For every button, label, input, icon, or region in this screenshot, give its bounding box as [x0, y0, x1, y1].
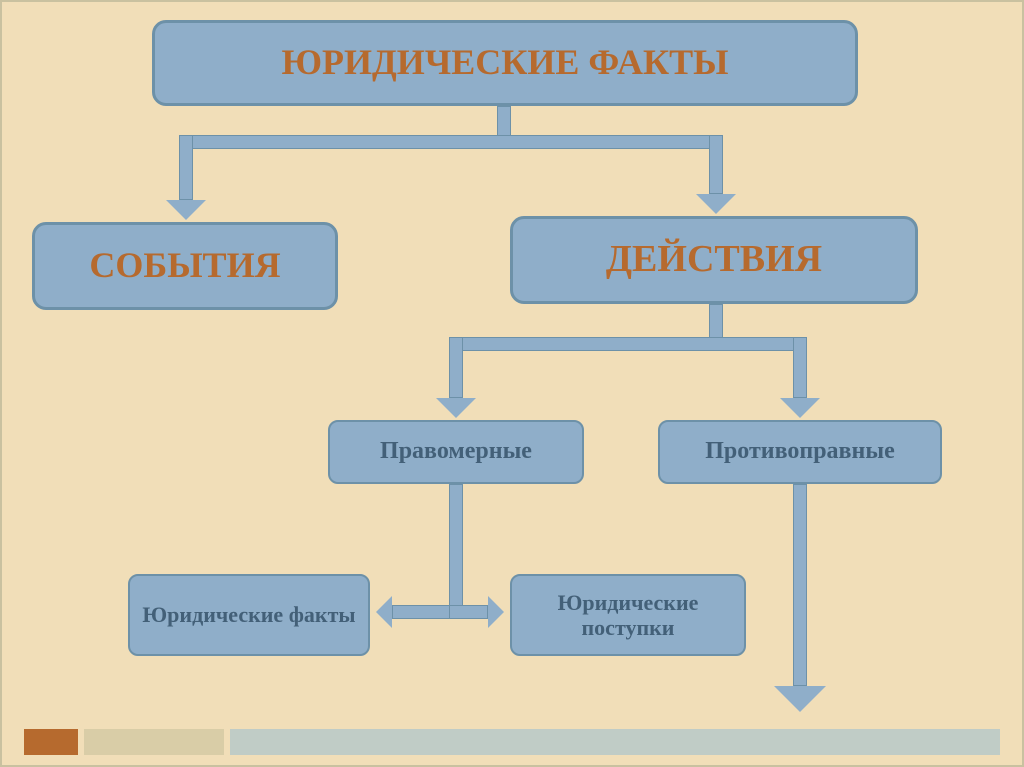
- footer-seg-b: [84, 729, 224, 755]
- node-legal_facts-label: Юридические факты: [142, 602, 355, 627]
- conn-to-lawful: [449, 337, 463, 398]
- conn-unlawful-down: [793, 484, 807, 686]
- conn-lawful-right: [449, 605, 488, 619]
- conn-root-h: [179, 135, 723, 149]
- conn-to-events: [179, 135, 193, 200]
- node-legal_acts-label: Юридические поступки: [522, 590, 734, 641]
- node-events-label: СОБЫТИЯ: [89, 245, 280, 286]
- node-unlawful: Противоправные: [658, 420, 942, 484]
- arrow-unlawful-end: [774, 686, 826, 712]
- conn-to-actions: [709, 135, 723, 194]
- footer-seg-c: [230, 729, 1000, 755]
- arrow-actions: [696, 194, 736, 214]
- node-actions-label: ДЕЙСТВИЯ: [606, 238, 822, 282]
- node-lawful-label: Правомерные: [380, 438, 532, 466]
- node-legal_facts: Юридические факты: [128, 574, 370, 656]
- node-lawful: Правомерные: [328, 420, 584, 484]
- arrow-events: [166, 200, 206, 220]
- conn-lawful-down: [449, 484, 463, 619]
- footer-bar: [24, 729, 1000, 755]
- node-root: ЮРИДИЧЕСКИЕ ФАКТЫ: [152, 20, 858, 106]
- footer-seg-a: [24, 729, 78, 755]
- node-legal_acts: Юридические поступки: [510, 574, 746, 656]
- arrow-lawful: [436, 398, 476, 418]
- node-unlawful-label: Противоправные: [705, 438, 894, 466]
- conn-to-unlawful: [793, 337, 807, 398]
- node-root-label: ЮРИДИЧЕСКИЕ ФАКТЫ: [282, 42, 729, 83]
- arrow-legal-acts: [488, 596, 504, 628]
- node-events: СОБЫТИЯ: [32, 222, 338, 310]
- node-actions: ДЕЙСТВИЯ: [510, 216, 918, 304]
- arrow-unlawful: [780, 398, 820, 418]
- conn-actions-h: [449, 337, 807, 351]
- arrow-legal-facts: [376, 596, 392, 628]
